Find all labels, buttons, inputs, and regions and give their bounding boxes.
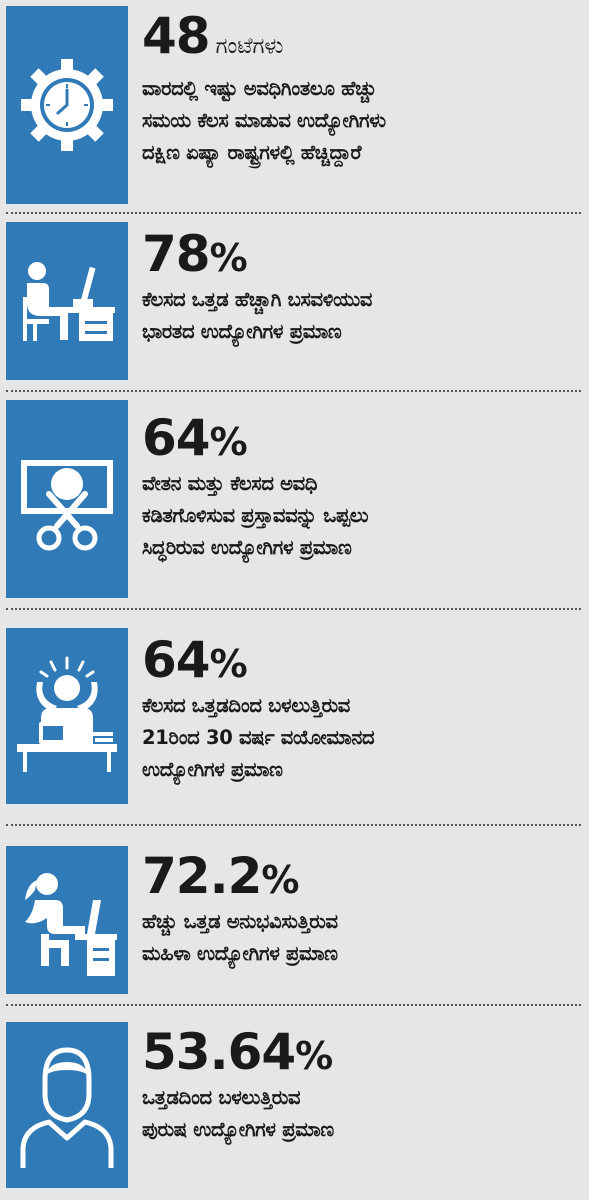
stressed-worker-icon [6, 628, 128, 804]
stat-block-1: 48 ಗಂಟೆಗಳು ವಾರದಲ್ಲಿ ಇಷ್ಟು ಅವಧಿಗಿಂತಲೂ ಹೆಚ್… [142, 10, 581, 169]
divider [6, 390, 581, 392]
stat-desc-line: ದಕ್ಷಿಣ ಏಷ್ಯಾ ರಾಷ್ಟ್ರಗಳಲ್ಲಿ ಹೆಚ್ಚಿದ್ದಾರೆ [142, 141, 362, 164]
stat-block-3: 64% ವೇತನ ಮತ್ತು ಕೆಲಸದ ಅವಧಿ ಕಡಿತಗೊಳಿಸುವ ಪ್… [142, 412, 581, 564]
stat-value: 72.2% [142, 847, 299, 905]
stat-desc-line: ಸಮಯ ಕೆಲಸ ಮಾಡುವ ಉದ್ಯೋಗಿಗಳು [142, 109, 386, 132]
stat-desc-line: ಒತ್ತಡದಿಂದ ಬಳಲುತ್ತಿರುವ [142, 1086, 301, 1109]
stat-desc-line: ಪುರುಷ ಉದ್ಯೋಗಿಗಳ ಪ್ರಮಾಣ [142, 1118, 334, 1141]
stat-desc-line: ಹೆಚ್ಚು ಒತ್ತಡ ಅನುಭವಿಸುತ್ತಿರುವ [142, 910, 338, 933]
divider [6, 824, 581, 826]
stat-desc-line: ಕೆಲಸದ ಒತ್ತಡ ಹೆಚ್ಚಾಗಿ ಬಸವಳಿಯುವ [142, 288, 373, 311]
woman-at-laptop-icon [6, 846, 128, 994]
stat-desc-line: ಸಿದ್ಧರಿರುವ ಉದ್ಯೋಗಿಗಳ ಪ್ರಮಾಣ [142, 536, 352, 559]
stat-block-5: 72.2% ಹೆಚ್ಚು ಒತ್ತಡ ಅನುಭವಿಸುತ್ತಿರುವ ಮಹಿಳಾ… [142, 850, 581, 970]
divider [6, 1004, 581, 1006]
stat-unit: % [261, 858, 299, 902]
stat-value: 64% [142, 409, 248, 467]
stat-value: 78% [142, 225, 248, 283]
stat-block-4: 64% ಕೆಲಸದ ಒತ್ತಡದಿಂದ ಬಳಲುತ್ತಿರುವ 21ರಿಂದ 3… [142, 634, 581, 786]
money-cut-icon [6, 400, 128, 598]
stat-desc-line: ಮಹಿಳಾ ಉದ್ಯೋಗಿಗಳ ಪ್ರಮಾಣ [142, 942, 338, 965]
stat-unit: % [209, 420, 248, 464]
person-at-desk-icon [6, 222, 128, 380]
man-avatar-icon [6, 1022, 128, 1188]
divider [6, 608, 581, 610]
stat-value: 64% [142, 631, 248, 689]
stat-desc-line: 21ರಿಂದ 30 ವರ್ಷ ವಯೋಮಾನದ [142, 726, 375, 749]
stat-desc-line: ಕಡಿತಗೊಳಿಸುವ ಪ್ರಸ್ತಾವವನ್ನು ಒಪ್ಪಲು [142, 504, 369, 527]
stat-block-6: 53.64% ಒತ್ತಡದಿಂದ ಬಳಲುತ್ತಿರುವ ಪುರುಷ ಉದ್ಯೋ… [142, 1026, 581, 1146]
stat-desc-line: ಭಾರತದ ಉದ್ಯೋಗಿಗಳ ಪ್ರಮಾಣ [142, 320, 342, 343]
stat-unit: % [295, 1034, 333, 1078]
stat-unit: % [209, 642, 248, 686]
divider [6, 212, 581, 214]
gear-clock-icon [6, 6, 128, 204]
stat-block-2: 78% ಕೆಲಸದ ಒತ್ತಡ ಹೆಚ್ಚಾಗಿ ಬಸವಳಿಯುವ ಭಾರತದ … [142, 228, 581, 348]
stat-value: 48 ಗಂಟೆಗಳು [142, 7, 284, 65]
stat-desc-line: ಕೆಲಸದ ಒತ್ತಡದಿಂದ ಬಳಲುತ್ತಿರುವ [142, 694, 351, 717]
stat-unit: % [209, 236, 248, 280]
stat-value: 53.64% [142, 1023, 333, 1081]
stat-desc-line: ವಾರದಲ್ಲಿ ಇಷ್ಟು ಅವಧಿಗಿಂತಲೂ ಹೆಚ್ಚು [142, 77, 377, 100]
stat-suffix: ಗಂಟೆಗಳು [215, 34, 284, 59]
stat-desc-line: ಉದ್ಯೋಗಿಗಳ ಪ್ರಮಾಣ [142, 758, 283, 781]
stat-desc-line: ವೇತನ ಮತ್ತು ಕೆಲಸದ ಅವಧಿ [142, 472, 318, 495]
